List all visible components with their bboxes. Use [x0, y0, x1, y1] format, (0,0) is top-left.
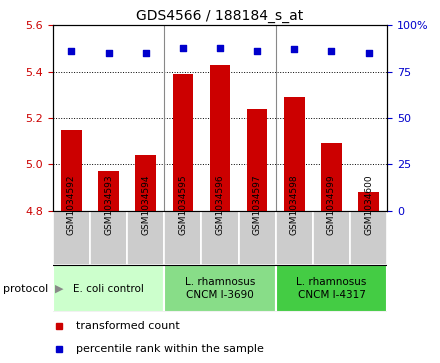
Point: [253, 48, 260, 54]
Point: [142, 50, 149, 56]
Text: L. rhamnosus
CNCM I-4317: L. rhamnosus CNCM I-4317: [296, 277, 367, 300]
Bar: [53, 211, 90, 265]
Text: GSM1034598: GSM1034598: [290, 174, 299, 235]
Text: protocol: protocol: [3, 284, 48, 294]
Text: E. coli control: E. coli control: [73, 284, 144, 294]
Text: GSM1034595: GSM1034595: [178, 174, 187, 235]
Bar: [321, 143, 342, 211]
Point: [291, 46, 298, 52]
Text: GSM1034597: GSM1034597: [253, 174, 262, 235]
Bar: [98, 171, 119, 211]
Bar: [164, 265, 276, 312]
Text: GSM1034600: GSM1034600: [364, 174, 373, 235]
Bar: [127, 211, 164, 265]
Bar: [350, 211, 387, 265]
Point: [68, 48, 75, 54]
Bar: [284, 97, 304, 211]
Bar: [164, 211, 202, 265]
Bar: [247, 109, 268, 211]
Bar: [276, 265, 387, 312]
Text: GSM1034594: GSM1034594: [141, 175, 150, 235]
Bar: [61, 130, 81, 211]
Point: [216, 45, 224, 50]
Text: GSM1034599: GSM1034599: [327, 174, 336, 235]
Bar: [136, 155, 156, 211]
Bar: [359, 192, 379, 211]
Text: GSM1034593: GSM1034593: [104, 174, 113, 235]
Text: transformed count: transformed count: [76, 321, 180, 331]
Point: [328, 48, 335, 54]
Bar: [202, 211, 238, 265]
Text: L. rhamnosus
CNCM I-3690: L. rhamnosus CNCM I-3690: [185, 277, 255, 300]
Bar: [90, 211, 127, 265]
Bar: [276, 211, 313, 265]
Text: ▶: ▶: [55, 284, 63, 294]
Bar: [172, 74, 193, 211]
Bar: [53, 265, 164, 312]
Point: [105, 50, 112, 56]
Text: GSM1034592: GSM1034592: [67, 175, 76, 235]
Text: GDS4566 / 188184_s_at: GDS4566 / 188184_s_at: [136, 9, 304, 23]
Text: percentile rank within the sample: percentile rank within the sample: [76, 344, 264, 354]
Bar: [238, 211, 276, 265]
Bar: [313, 211, 350, 265]
Text: GSM1034596: GSM1034596: [216, 174, 224, 235]
Point: [180, 45, 187, 50]
Point: [365, 50, 372, 56]
Bar: [210, 65, 230, 211]
